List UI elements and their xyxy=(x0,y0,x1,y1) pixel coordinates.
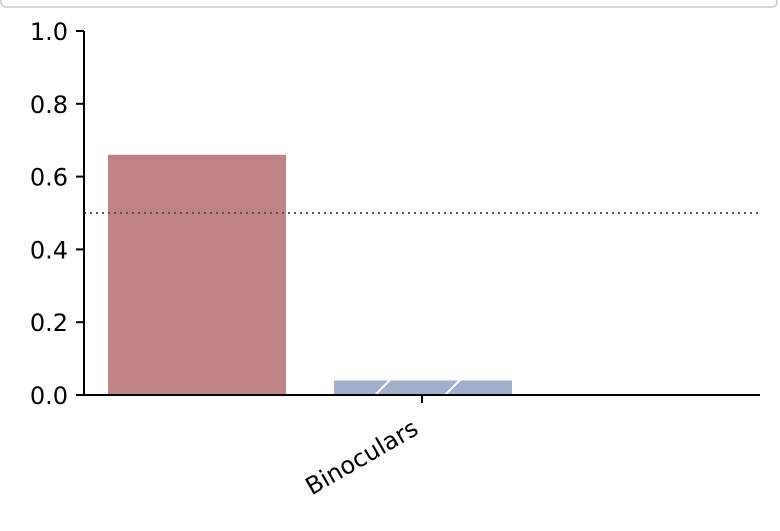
bars-group xyxy=(108,154,512,395)
y-tick-label: 0.8 xyxy=(30,91,68,119)
x-ticks-group: Binoculars xyxy=(301,395,423,501)
y-tick-label: 1.0 xyxy=(30,18,68,46)
y-tick-label: 0.6 xyxy=(30,164,68,192)
y-tick-label: 0.2 xyxy=(30,309,68,337)
legend-frame xyxy=(0,0,778,8)
y-ticks-group: 0.0 0.2 0.4 0.6 0.8 1.0 xyxy=(30,18,84,410)
bar-series-1 xyxy=(108,154,286,395)
bar-hatch-overlay xyxy=(334,380,512,395)
y-tick-label: 0.0 xyxy=(30,382,68,410)
y-tick-label: 0.4 xyxy=(30,236,68,264)
x-tick-label: Binoculars xyxy=(301,414,423,501)
